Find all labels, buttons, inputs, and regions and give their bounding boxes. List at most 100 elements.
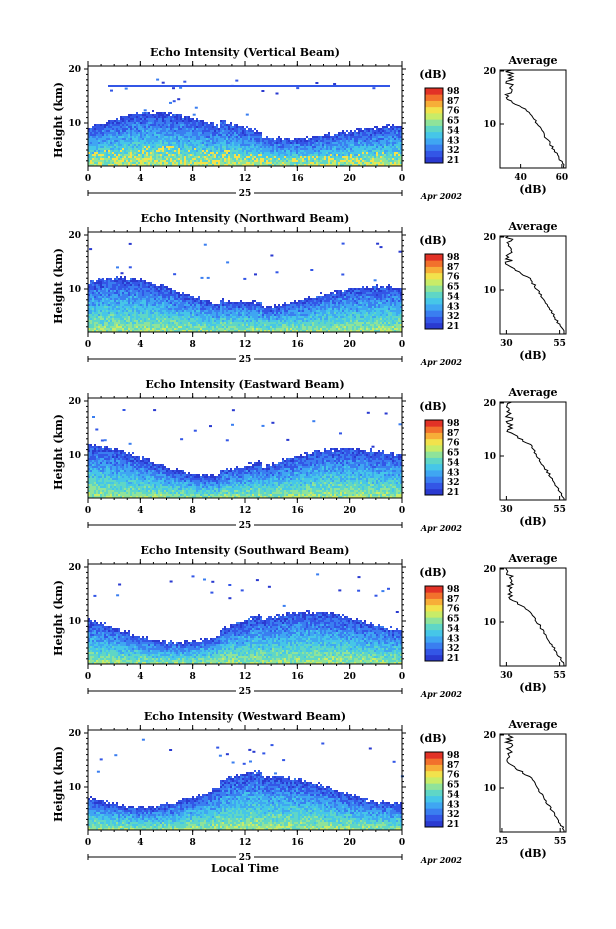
echo-cell xyxy=(122,284,124,286)
echo-cell xyxy=(202,310,204,312)
echo-cell xyxy=(100,300,102,302)
echo-cell xyxy=(262,142,264,144)
echo-cell xyxy=(194,328,196,330)
echo-cell xyxy=(206,320,208,322)
echo-cell xyxy=(364,160,366,162)
echo-cell xyxy=(298,148,300,150)
echo-cell xyxy=(122,136,124,138)
echo-cell xyxy=(392,142,394,144)
echo-cell xyxy=(202,136,204,138)
echo-cell xyxy=(154,284,156,286)
echo-cell xyxy=(98,152,100,154)
echo-cell xyxy=(142,282,144,284)
echo-cell xyxy=(338,146,340,148)
echo-cell xyxy=(156,122,158,124)
echo-cell xyxy=(208,142,210,144)
echo-cell xyxy=(136,150,138,152)
echo-cell xyxy=(340,162,342,164)
echo-cell xyxy=(384,154,386,156)
echo-cell xyxy=(238,162,240,164)
echo-cell xyxy=(212,316,214,318)
echo-cell xyxy=(270,148,272,150)
echo-cell xyxy=(120,304,122,306)
echo-cell xyxy=(226,316,228,318)
echo-cell xyxy=(188,132,190,134)
echo-cell xyxy=(88,306,90,308)
echo-cell xyxy=(272,146,274,148)
echo-cell xyxy=(342,130,344,132)
echo-cell xyxy=(132,128,134,130)
echo-cell xyxy=(400,146,402,148)
echo-cell xyxy=(104,134,106,136)
echo-cell xyxy=(136,292,138,294)
echo-cell xyxy=(218,134,220,136)
echo-cell xyxy=(160,116,162,118)
echo-cell xyxy=(144,146,146,148)
echo-cell xyxy=(100,286,102,288)
echo-cell xyxy=(140,124,142,126)
echo-cell xyxy=(196,326,198,328)
echo-cell xyxy=(216,148,218,150)
echo-cell xyxy=(188,156,190,158)
echo-cell xyxy=(366,158,368,160)
echo-cell xyxy=(364,138,366,140)
echo-cell xyxy=(370,128,372,130)
echo-cell xyxy=(214,320,216,322)
echo-cell xyxy=(132,158,134,160)
echo-cell xyxy=(228,322,230,324)
echo-cell xyxy=(216,308,218,310)
echo-cell xyxy=(142,126,144,128)
echo-cell xyxy=(206,318,208,320)
echo-cell xyxy=(204,310,206,312)
echo-cell xyxy=(306,160,308,162)
echo-cell xyxy=(134,116,136,118)
echo-cell xyxy=(156,324,158,326)
echo-cell xyxy=(386,158,388,160)
echo-cell xyxy=(148,286,150,288)
echo-cell xyxy=(178,158,180,160)
echo-cell xyxy=(202,148,204,150)
echo-cell xyxy=(176,124,178,126)
echo-cell xyxy=(204,160,206,162)
echo-cell xyxy=(102,138,104,140)
echo-cell xyxy=(156,120,158,122)
echo-cell xyxy=(224,308,226,310)
echo-cell xyxy=(398,160,400,162)
echo-cell xyxy=(314,136,316,138)
echo-cell xyxy=(230,142,232,144)
echo-cell xyxy=(228,158,230,160)
echo-cell xyxy=(246,156,248,158)
echo-cell xyxy=(138,312,140,314)
echo-cell xyxy=(170,290,172,292)
echo-cell xyxy=(338,162,340,164)
echo-cell xyxy=(110,146,112,148)
echo-cell xyxy=(256,150,258,152)
echo-cell xyxy=(88,154,90,156)
echo-cell xyxy=(196,138,198,140)
echo-cell xyxy=(98,316,100,318)
echo-cell xyxy=(92,284,94,286)
echo-cell xyxy=(304,148,306,150)
echo-cell xyxy=(228,316,230,318)
echo-cell xyxy=(196,300,198,302)
echo-cell xyxy=(96,296,98,298)
echo-cell xyxy=(220,328,222,330)
echo-cell xyxy=(166,288,168,290)
echo-cell xyxy=(164,126,166,128)
echo-cell xyxy=(394,142,396,144)
echo-cell xyxy=(346,138,348,140)
echo-cell xyxy=(374,142,376,144)
echo-cell xyxy=(340,138,342,140)
echo-cell xyxy=(172,128,174,130)
echo-cell xyxy=(134,134,136,136)
echo-cell xyxy=(382,126,384,128)
echo-cell xyxy=(172,116,174,118)
echo-cell xyxy=(384,164,386,166)
echo-cell xyxy=(120,152,122,154)
echo-cell xyxy=(110,126,112,128)
echo-cell xyxy=(394,148,396,150)
echo-cell xyxy=(142,118,144,120)
echo-cell xyxy=(162,328,164,330)
echo-cell xyxy=(350,154,352,156)
echo-cell xyxy=(216,154,218,156)
